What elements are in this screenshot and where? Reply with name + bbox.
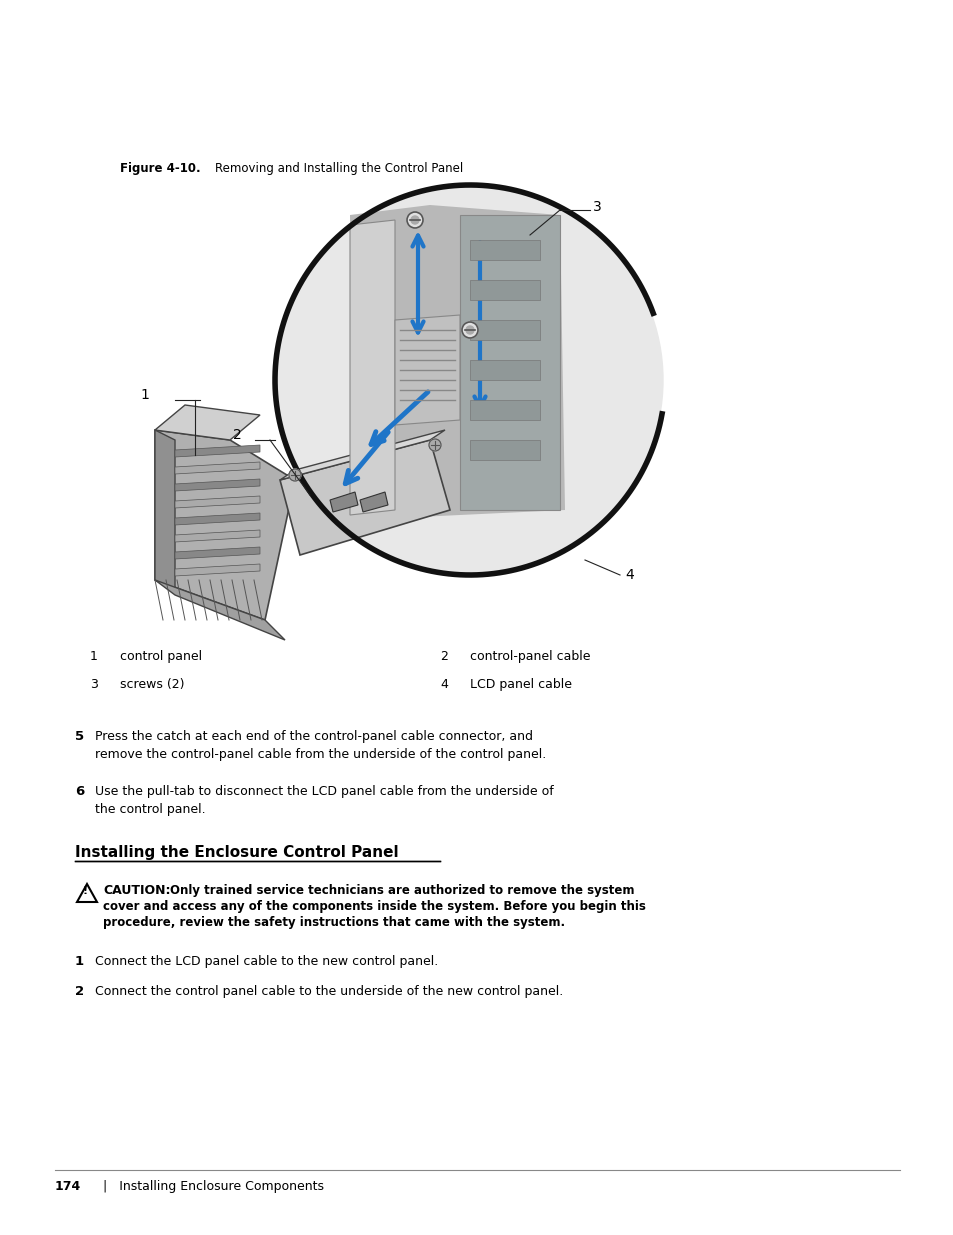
Text: CAUTION:: CAUTION: (103, 884, 171, 897)
Text: Connect the control panel cable to the underside of the new control panel.: Connect the control panel cable to the u… (95, 986, 562, 998)
Polygon shape (174, 496, 260, 508)
Text: 6: 6 (75, 785, 84, 798)
Polygon shape (174, 479, 260, 492)
Text: 1: 1 (90, 650, 98, 663)
Text: screws (2): screws (2) (120, 678, 184, 692)
Text: Use the pull-tab to disconnect the LCD panel cable from the underside of: Use the pull-tab to disconnect the LCD p… (95, 785, 553, 798)
Text: control-panel cable: control-panel cable (470, 650, 590, 663)
Circle shape (407, 212, 422, 228)
Circle shape (465, 326, 474, 333)
Polygon shape (154, 430, 294, 620)
Circle shape (289, 469, 301, 480)
FancyBboxPatch shape (469, 279, 539, 300)
Polygon shape (330, 492, 357, 513)
Polygon shape (154, 405, 260, 440)
Polygon shape (174, 445, 260, 457)
Polygon shape (154, 580, 285, 640)
Polygon shape (350, 220, 395, 515)
Text: 2: 2 (233, 429, 241, 442)
FancyBboxPatch shape (469, 400, 539, 420)
Polygon shape (174, 564, 260, 576)
Polygon shape (174, 513, 260, 525)
Text: Press the catch at each end of the control-panel cable connector, and: Press the catch at each end of the contr… (95, 730, 533, 743)
Text: 1: 1 (140, 388, 149, 403)
Polygon shape (154, 430, 174, 590)
Circle shape (411, 216, 418, 224)
Text: cover and access any of the components inside the system. Before you begin this: cover and access any of the components i… (103, 900, 645, 913)
Text: 5: 5 (75, 730, 84, 743)
Polygon shape (280, 440, 450, 555)
Polygon shape (350, 205, 564, 520)
Text: remove the control-panel cable from the underside of the control panel.: remove the control-panel cable from the … (95, 748, 546, 761)
Text: the control panel.: the control panel. (95, 803, 206, 816)
Text: 174: 174 (55, 1179, 81, 1193)
FancyBboxPatch shape (469, 440, 539, 461)
Circle shape (429, 438, 440, 451)
Polygon shape (280, 430, 444, 480)
Text: 4: 4 (624, 568, 633, 582)
Polygon shape (174, 530, 260, 542)
FancyBboxPatch shape (469, 359, 539, 380)
Polygon shape (359, 492, 388, 513)
Text: 4: 4 (439, 678, 447, 692)
Text: 1: 1 (75, 955, 84, 968)
Polygon shape (174, 547, 260, 559)
Text: 2: 2 (439, 650, 447, 663)
Text: Installing the Enclosure Control Panel: Installing the Enclosure Control Panel (75, 845, 398, 860)
Polygon shape (459, 215, 559, 510)
Text: LCD panel cable: LCD panel cable (470, 678, 572, 692)
Text: !: ! (82, 885, 88, 897)
Circle shape (461, 322, 477, 338)
Text: Only trained service technicians are authorized to remove the system: Only trained service technicians are aut… (170, 884, 634, 897)
Text: Figure 4-10.: Figure 4-10. (120, 162, 200, 175)
FancyBboxPatch shape (469, 240, 539, 261)
Polygon shape (77, 884, 97, 902)
Text: 2: 2 (75, 986, 84, 998)
Text: Connect the LCD panel cable to the new control panel.: Connect the LCD panel cable to the new c… (95, 955, 437, 968)
Text: Removing and Installing the Control Panel: Removing and Installing the Control Pane… (200, 162, 463, 175)
Text: procedure, review the safety instructions that came with the system.: procedure, review the safety instruction… (103, 916, 564, 929)
Text: |   Installing Enclosure Components: | Installing Enclosure Components (95, 1179, 324, 1193)
FancyBboxPatch shape (469, 320, 539, 341)
Text: control panel: control panel (120, 650, 202, 663)
Polygon shape (174, 462, 260, 474)
Text: 3: 3 (593, 200, 601, 214)
Polygon shape (395, 315, 459, 425)
Circle shape (276, 186, 662, 573)
Text: 3: 3 (90, 678, 98, 692)
